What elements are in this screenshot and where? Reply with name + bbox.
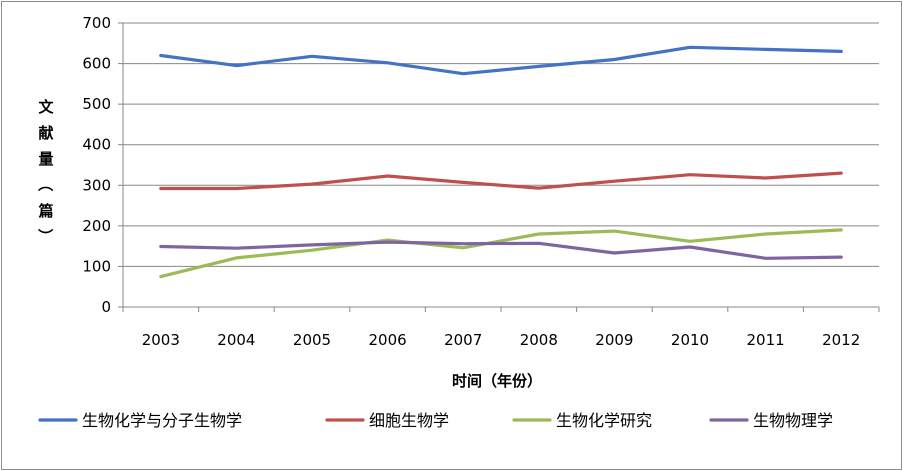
y-axis-title-char: （ (36, 176, 54, 191)
y-tick-label: 300 (82, 176, 111, 194)
x-tick-label: 2012 (822, 331, 860, 349)
x-tick-label: 2011 (747, 331, 785, 349)
y-axis-title-char: ） (36, 228, 54, 243)
y-tick-labels: 0 100 200 300 400 500 600 700 (82, 14, 111, 316)
x-tick-label: 2005 (293, 331, 331, 349)
y-tick-label: 100 (82, 257, 111, 275)
legend-label-4: 生物物理学 (753, 411, 833, 430)
axes (122, 23, 880, 312)
series-line-3 (159, 228, 843, 279)
x-tick-label: 2006 (369, 331, 407, 349)
y-axis-title-char: 篇 (38, 202, 53, 220)
series-line-2 (159, 171, 843, 191)
y-tick-label: 400 (82, 136, 111, 154)
series-line-4 (159, 240, 843, 260)
x-axis-title: 时间（年份） (452, 372, 542, 390)
x-tick-label: 2010 (671, 331, 709, 349)
y-tick-label: 700 (82, 14, 111, 32)
y-axis-title-char: 文 (38, 98, 54, 116)
series-line-1 (159, 45, 843, 76)
y-tick-label: 0 (101, 298, 111, 316)
x-tick-labels: 2003 2004 2005 2006 2007 2008 2009 2010 2011 2012 (142, 331, 861, 349)
x-tick-label: 2003 (142, 331, 180, 349)
x-tick-label: 2008 (520, 331, 558, 349)
series-lines (159, 45, 843, 279)
legend: 生物化学与分子生物学 细胞生物学 生物化学研究 生物物理学 (38, 411, 833, 430)
y-axis-title: 文献量 （ 篇 ） (36, 98, 54, 244)
legend-label-1: 生物化学与分子生物学 (82, 411, 242, 430)
y-axis-title-char: 献 (38, 124, 53, 142)
legend-label-3: 生物化学研究 (556, 411, 652, 430)
legend-label-2: 细胞生物学 (369, 411, 449, 430)
y-tick-label: 600 (82, 55, 111, 73)
x-tick-label: 2007 (444, 331, 482, 349)
x-tick-label: 2009 (595, 331, 633, 349)
y-tick-label: 200 (82, 217, 111, 235)
x-tick-label: 2004 (217, 331, 255, 349)
y-tick-label: 500 (82, 95, 111, 113)
y-axis-title-char: 量 (38, 150, 53, 168)
